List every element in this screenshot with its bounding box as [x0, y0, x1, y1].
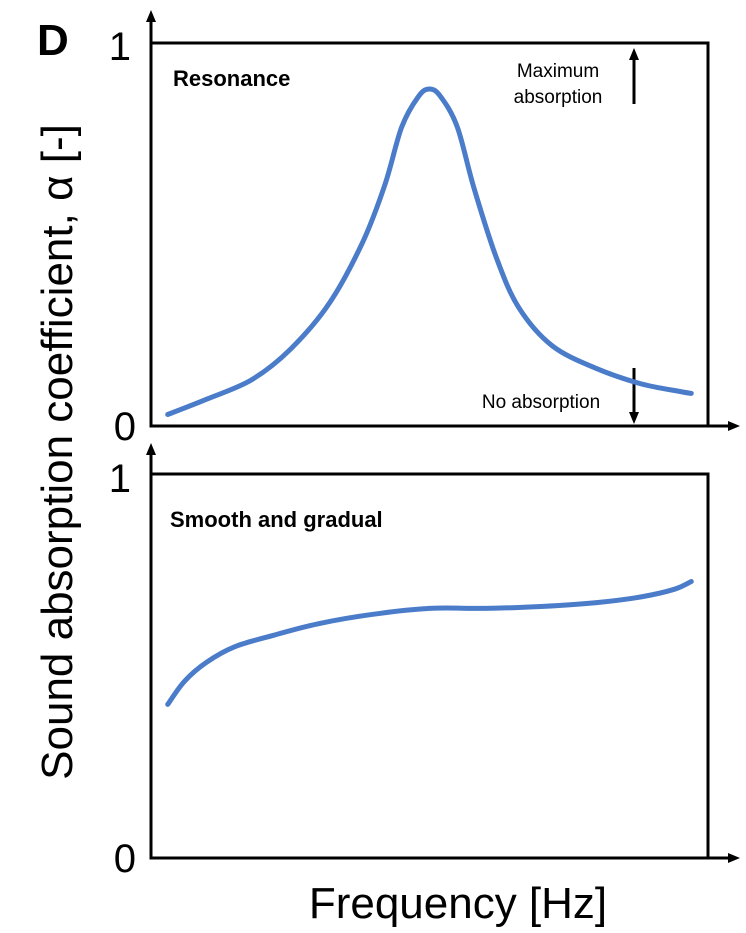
- resonance-curve: [165, 86, 694, 417]
- resonance-y-tick-0: 0: [114, 405, 136, 449]
- no-absorption-label: No absorption: [482, 392, 600, 413]
- x-axis-label: Frequency [Hz]: [309, 879, 607, 928]
- y-axis-label: Sound absorption coefficient, α [-]: [33, 124, 82, 780]
- max-absorption-arrow-icon: [629, 48, 639, 60]
- max-absorption-label-line2: absorption: [514, 87, 603, 108]
- smooth-y-tick-0: 0: [114, 837, 136, 881]
- resonance-panel: 1 0 Resonance Maximum absorption No abso…: [109, 10, 740, 449]
- smooth-panel: 1 0 Smooth and gradual: [109, 443, 740, 881]
- resonance-y-tick-1: 1: [109, 25, 131, 69]
- resonance-y-axis-arrow: [146, 10, 156, 22]
- resonance-title: Resonance: [173, 66, 290, 91]
- smooth-curve: [165, 579, 694, 707]
- max-absorption-label-line1: Maximum: [517, 61, 599, 82]
- panel-letter: D: [37, 16, 69, 65]
- smooth-x-axis-arrow: [728, 853, 740, 863]
- smooth-y-axis-arrow: [146, 443, 156, 455]
- resonance-plot-frame: [149, 41, 710, 428]
- smooth-title: Smooth and gradual: [170, 507, 383, 532]
- resonance-x-axis-arrow: [728, 421, 740, 431]
- no-absorption-arrow-icon: [629, 412, 639, 424]
- smooth-y-tick-1: 1: [109, 457, 131, 501]
